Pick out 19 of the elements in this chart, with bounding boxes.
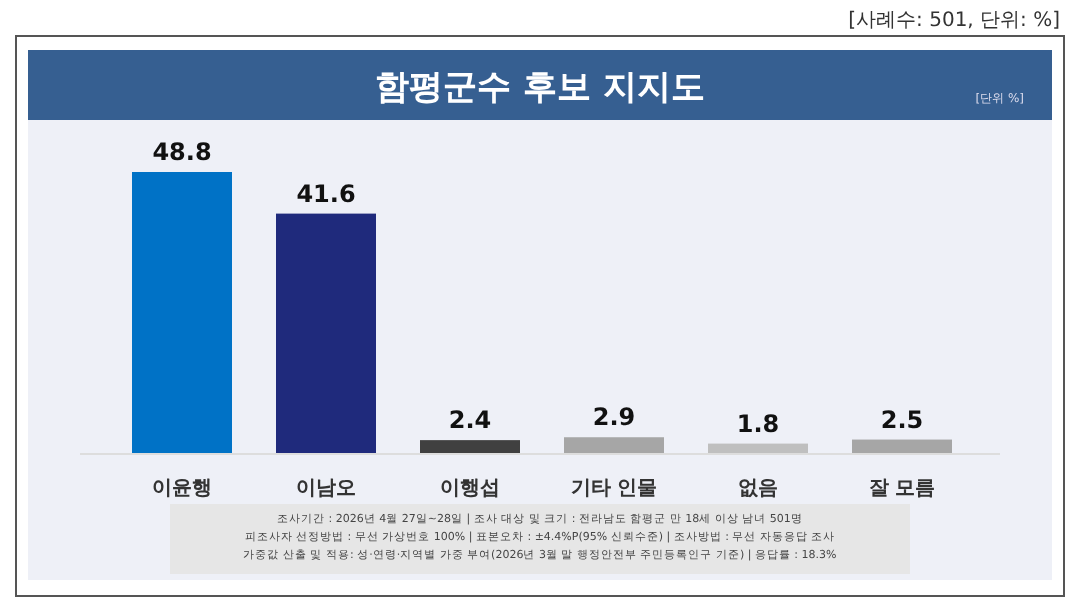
x-tick-label: 이행섭 bbox=[440, 478, 500, 500]
bar bbox=[564, 437, 664, 454]
bar bbox=[420, 440, 520, 454]
data-label: 2.9 bbox=[592, 403, 636, 432]
x-tick-label: 이윤행 bbox=[152, 478, 212, 500]
bar bbox=[276, 213, 376, 454]
x-tick-label: 이남오 bbox=[296, 478, 356, 500]
x-tick-label: 없음 bbox=[738, 478, 778, 500]
data-label: 41.6 bbox=[296, 179, 356, 208]
x-tick-label: 잘 모름 bbox=[868, 478, 936, 500]
data-label: 1.8 bbox=[736, 409, 780, 438]
data-label: 2.5 bbox=[880, 405, 924, 434]
data-label: 2.4 bbox=[448, 406, 492, 435]
chart-title: 함평군수 후보 지지도 bbox=[375, 68, 705, 108]
bar bbox=[852, 439, 952, 454]
data-label: 48.8 bbox=[152, 138, 212, 166]
x-tick-label: 기타 인물 bbox=[570, 478, 658, 500]
bar bbox=[132, 172, 232, 454]
text: [사례수: 501, 단위: %] bbox=[848, 10, 1061, 32]
